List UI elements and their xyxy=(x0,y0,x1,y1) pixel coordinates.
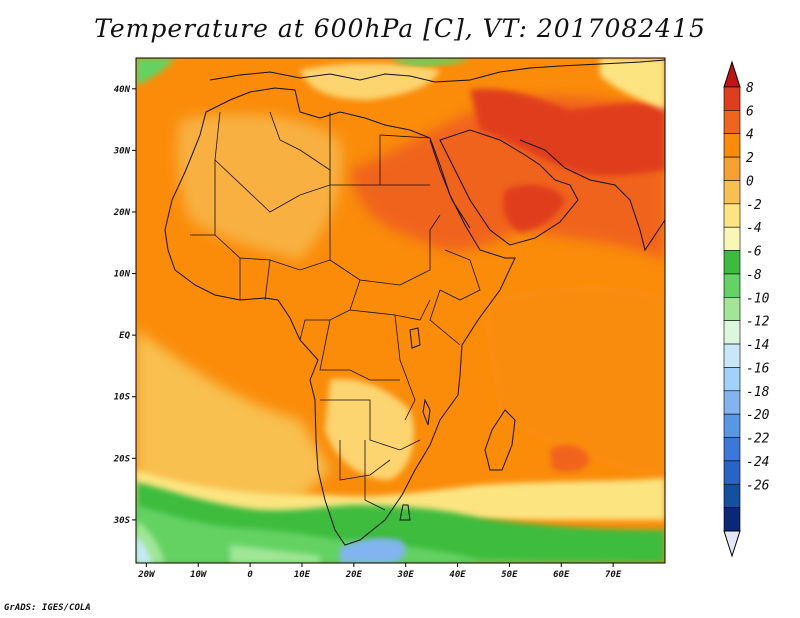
lat-tick-label: EQ xyxy=(119,331,130,341)
map-title: Temperature at 600hPa [C], VT: 201708241… xyxy=(94,14,706,43)
lake-malawi xyxy=(422,398,431,426)
colorbar-label: -8 xyxy=(746,268,762,283)
colorbar-label: -22 xyxy=(746,432,770,447)
lat-tick-label: 10S xyxy=(114,393,131,403)
field-indian-ocean xyxy=(480,285,665,480)
colorbar-segment xyxy=(723,156,741,181)
lon-tick-label: 10W xyxy=(190,570,208,580)
colorbar-label: -16 xyxy=(746,361,770,376)
field-light-mediterranean xyxy=(300,63,440,100)
colorbar-bottom-arrow xyxy=(723,530,741,558)
longitude-ticks: 20W 10W 0 10E 20E 30E 40E 50E 60E 70E xyxy=(137,563,622,580)
lon-tick-label: 50E xyxy=(501,570,518,580)
colorbar-segment xyxy=(723,343,741,368)
lon-tick-label: 20W xyxy=(137,570,156,580)
colorbar-label: -4 xyxy=(746,221,762,236)
lat-tick-label: 20S xyxy=(113,454,131,464)
lat-tick-label: 30N xyxy=(113,146,131,156)
colorbar-label: -24 xyxy=(746,455,769,470)
colorbar-label: 0 xyxy=(746,174,754,189)
field-cool-northeast xyxy=(600,58,665,110)
colorbar-segment xyxy=(723,507,741,532)
lake-victoria xyxy=(409,327,421,349)
colorbar-segment xyxy=(723,250,741,275)
field-ice xyxy=(136,535,152,563)
field-light-southern-africa xyxy=(325,379,414,480)
field-green-north xyxy=(390,58,470,66)
arabia-coastline xyxy=(439,129,579,246)
colorbar-label: -2 xyxy=(746,198,762,213)
field-cool-band xyxy=(136,470,665,520)
field-very-hot xyxy=(470,89,665,176)
lat-tick-label: 30S xyxy=(113,516,131,526)
field-coldest xyxy=(136,520,320,563)
africa-coastline xyxy=(164,87,516,546)
colorbar-segment xyxy=(723,86,741,111)
colorbar-label: -26 xyxy=(746,478,770,493)
lat-tick-label: 10N xyxy=(114,270,131,280)
lon-tick-label: 10E xyxy=(294,570,311,580)
lon-tick-label: 70E xyxy=(605,570,622,580)
colorbar-segment xyxy=(723,110,741,135)
europe-coastline xyxy=(209,59,665,83)
colorbar: 8 6 4 2 0 -2 -4 -6 -8 -10 -12 -14 -16 -18 -20 -22 -24 -26 xyxy=(723,60,770,558)
colorbar-segment xyxy=(723,133,741,158)
lat-tick-label: 40N xyxy=(114,85,131,95)
colorbar-label: 2 xyxy=(746,151,754,166)
lat-tick-label: 20N xyxy=(113,208,131,218)
colorbar-label: -18 xyxy=(746,385,770,400)
lon-tick-label: 0 xyxy=(247,570,253,580)
lon-tick-label: 60E xyxy=(553,570,570,580)
red-sea xyxy=(429,139,471,229)
colorbar-label: -10 xyxy=(746,291,770,306)
lon-tick-label: 40E xyxy=(449,570,466,580)
colorbar-label: -6 xyxy=(746,245,762,260)
colorbar-segment xyxy=(723,226,741,251)
colorbar-segment xyxy=(723,203,741,228)
colorbar-top-arrow xyxy=(723,60,741,88)
colorbar-label: -12 xyxy=(746,315,770,330)
temperature-field xyxy=(136,58,665,563)
field-blue-south xyxy=(340,538,406,563)
colorbar-segment xyxy=(723,273,741,298)
colorbar-label: 6 xyxy=(746,104,754,119)
colorbar-segment xyxy=(723,297,741,321)
colorbar-segment xyxy=(723,367,741,392)
colorbar-segment xyxy=(723,390,741,415)
field-very-hot-arabia xyxy=(503,184,565,232)
map-frame xyxy=(135,57,666,564)
colorbar-segment xyxy=(723,483,741,508)
country-borders xyxy=(190,111,481,511)
colorbar-label: 4 xyxy=(746,128,754,143)
lesotho xyxy=(399,504,411,521)
latitude-ticks: 40N 30N 20N 10N EQ 10S 20S 30S xyxy=(113,85,136,526)
field-cold-light xyxy=(136,505,665,563)
lon-tick-label: 30E xyxy=(397,570,415,580)
field-south-atlantic xyxy=(136,330,330,500)
colorbar-label: -20 xyxy=(746,408,770,423)
asia-coastline xyxy=(519,139,665,252)
colorbar-segment xyxy=(723,413,741,438)
colorbar-segment xyxy=(723,460,741,485)
colorbar-label: -14 xyxy=(746,338,769,353)
coastlines xyxy=(164,59,665,546)
colorbar-segment xyxy=(723,180,741,205)
field-green-northwest xyxy=(136,58,175,85)
lon-tick-label: 20E xyxy=(345,570,363,580)
colorbar-segment xyxy=(723,437,741,462)
colorbar-label: 8 xyxy=(746,81,754,96)
grads-credit: GrADS: IGES/COLA xyxy=(4,603,91,613)
colorbar-segment xyxy=(723,320,741,345)
field-very-hot-madagascar-east xyxy=(550,444,590,473)
madagascar-coastline xyxy=(484,409,516,471)
